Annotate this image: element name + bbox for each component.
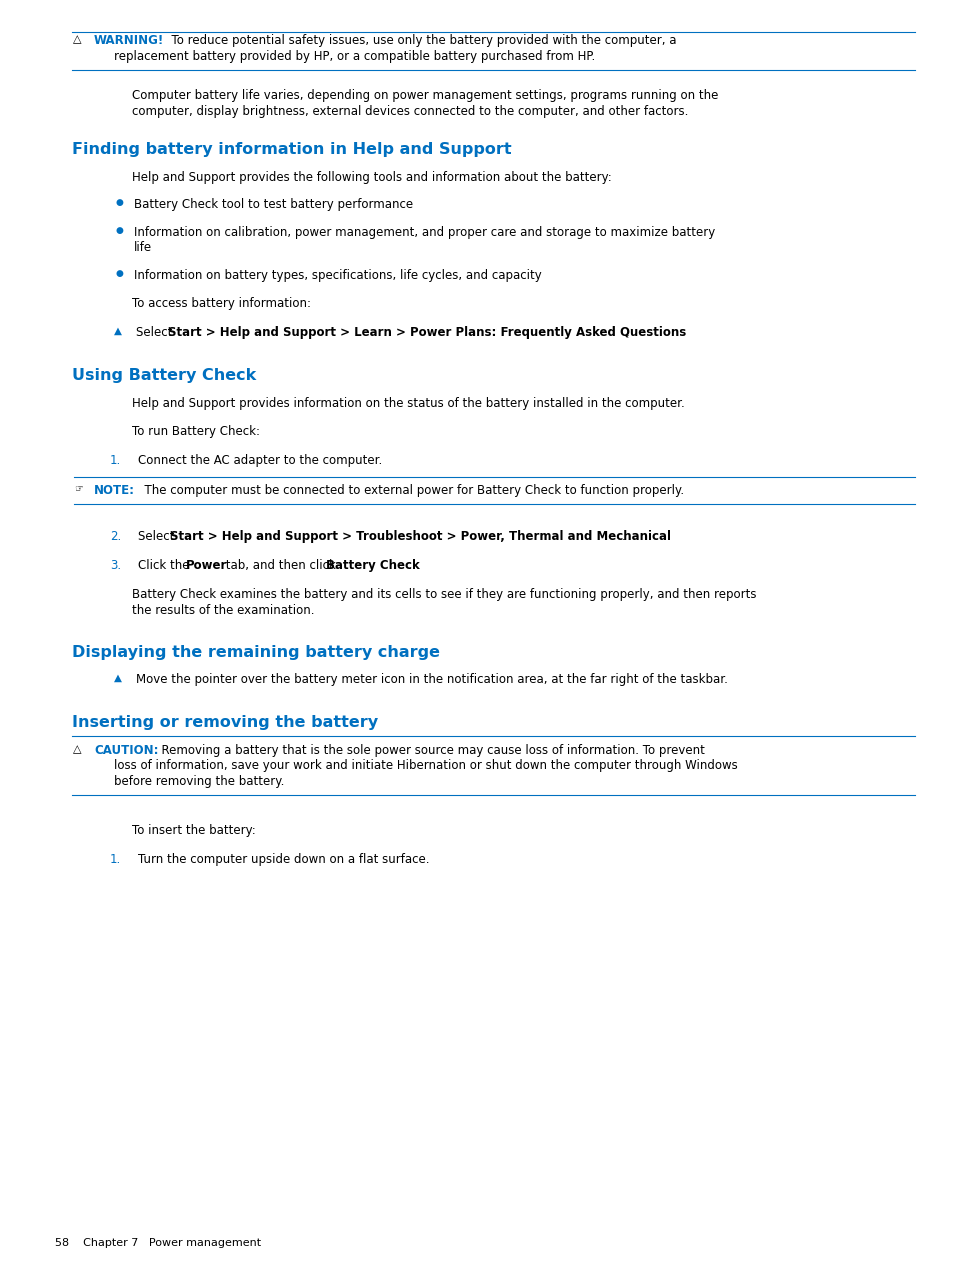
Text: Help and Support provides the following tools and information about the battery:: Help and Support provides the following … [132, 170, 611, 184]
Text: 1.: 1. [110, 852, 121, 865]
Text: Removing a battery that is the sole power source may cause loss of information. : Removing a battery that is the sole powe… [153, 744, 704, 757]
Text: Start > Help and Support > Troubleshoot > Power, Thermal and Mechanical: Start > Help and Support > Troubleshoot … [170, 530, 670, 544]
Text: ●: ● [115, 226, 123, 235]
Text: Select: Select [136, 325, 176, 339]
Text: Move the pointer over the battery meter icon in the notification area, at the fa: Move the pointer over the battery meter … [136, 673, 727, 686]
Text: replacement battery provided by HP, or a compatible battery purchased from HP.: replacement battery provided by HP, or a… [113, 51, 595, 64]
Text: 2.: 2. [110, 530, 121, 544]
Text: To access battery information:: To access battery information: [132, 297, 311, 310]
Text: ☞: ☞ [74, 484, 83, 494]
Text: .: . [620, 530, 624, 544]
Text: Inserting or removing the battery: Inserting or removing the battery [71, 715, 377, 730]
Text: 58    Chapter 7   Power management: 58 Chapter 7 Power management [55, 1238, 261, 1248]
Text: Click the: Click the [138, 559, 193, 572]
Text: the results of the examination.: the results of the examination. [132, 603, 314, 616]
Text: 3.: 3. [110, 559, 121, 572]
Text: tab, and then click: tab, and then click [222, 559, 340, 572]
Text: Information on battery types, specifications, life cycles, and capacity: Information on battery types, specificat… [133, 269, 541, 282]
Text: Displaying the remaining battery charge: Displaying the remaining battery charge [71, 645, 439, 660]
Text: △: △ [73, 744, 81, 754]
Text: To reduce potential safety issues, use only the battery provided with the comput: To reduce potential safety issues, use o… [164, 34, 676, 47]
Text: NOTE:: NOTE: [94, 484, 135, 497]
Text: before removing the battery.: before removing the battery. [113, 775, 284, 787]
Text: ▲: ▲ [113, 325, 122, 335]
Text: .: . [408, 559, 412, 572]
Text: Battery Check tool to test battery performance: Battery Check tool to test battery perfo… [133, 198, 413, 211]
Text: Help and Support provides information on the status of the battery installed in : Help and Support provides information on… [132, 396, 684, 409]
Text: △: △ [73, 34, 81, 44]
Text: .: . [625, 325, 629, 339]
Text: Select: Select [138, 530, 178, 544]
Text: ●: ● [115, 269, 123, 278]
Text: Turn the computer upside down on a flat surface.: Turn the computer upside down on a flat … [138, 852, 429, 865]
Text: ●: ● [115, 198, 123, 207]
Text: 1.: 1. [110, 453, 121, 466]
Text: Using Battery Check: Using Battery Check [71, 368, 256, 384]
Text: Power: Power [186, 559, 227, 572]
Text: Finding battery information in Help and Support: Finding battery information in Help and … [71, 142, 511, 157]
Text: Battery Check examines the battery and its cells to see if they are functioning : Battery Check examines the battery and i… [132, 588, 756, 601]
Text: ▲: ▲ [113, 673, 122, 683]
Text: Start > Help and Support > Learn > Power Plans: Frequently Asked Questions: Start > Help and Support > Learn > Power… [168, 325, 685, 339]
Text: Information on calibration, power management, and proper care and storage to max: Information on calibration, power manage… [133, 226, 715, 239]
Text: Connect the AC adapter to the computer.: Connect the AC adapter to the computer. [138, 453, 382, 466]
Text: Computer battery life varies, depending on power management settings, programs r: Computer battery life varies, depending … [132, 89, 718, 103]
Text: life: life [133, 241, 152, 254]
Text: The computer must be connected to external power for Battery Check to function p: The computer must be connected to extern… [137, 484, 683, 497]
Text: CAUTION:: CAUTION: [94, 744, 158, 757]
Text: WARNING!: WARNING! [94, 34, 164, 47]
Text: To insert the battery:: To insert the battery: [132, 824, 255, 837]
Text: loss of information, save your work and initiate Hibernation or shut down the co: loss of information, save your work and … [113, 759, 737, 772]
Text: To run Battery Check:: To run Battery Check: [132, 425, 260, 438]
Text: Battery Check: Battery Check [326, 559, 419, 572]
Text: computer, display brightness, external devices connected to the computer, and ot: computer, display brightness, external d… [132, 105, 688, 118]
